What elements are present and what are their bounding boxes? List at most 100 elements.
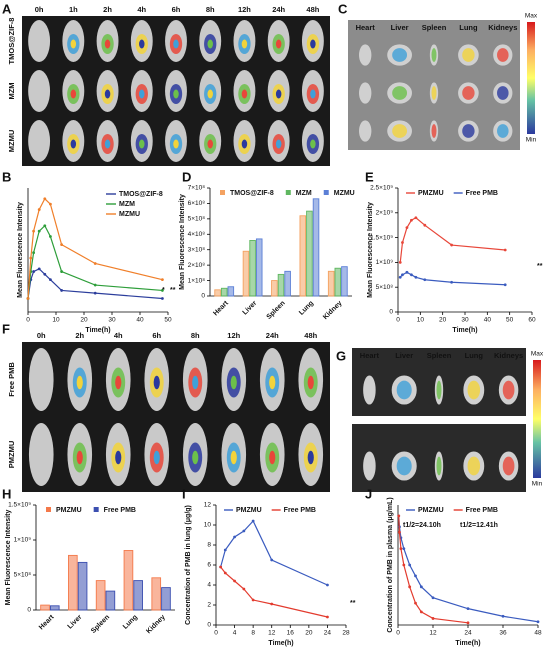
legend-swatch (220, 190, 225, 195)
organ-label: Heart (356, 23, 376, 32)
organ-signal (467, 380, 481, 400)
data-point (93, 262, 97, 265)
y-tick-label: 8 (207, 542, 211, 549)
bar (214, 289, 221, 297)
data-point (161, 289, 164, 292)
data-point (423, 278, 427, 282)
signal-core (310, 39, 316, 49)
data-point (466, 621, 470, 625)
data-point (43, 197, 47, 201)
y-tick-label: 5×10⁸ (376, 284, 394, 291)
x-tick-label: Lung (298, 300, 315, 317)
data-point (423, 223, 427, 227)
organ-signal (497, 124, 509, 138)
colorbar-max: Max (525, 13, 538, 20)
y-tick-label: 2.5×10⁹ (370, 185, 393, 192)
y-tick-label: 2×10⁸ (188, 262, 206, 269)
signal-core (310, 89, 316, 99)
y-axis-label: Mean Fluorescence Intensity (367, 202, 374, 298)
x-tick-label: 30 (108, 317, 116, 324)
x-tick-label: 50 (506, 317, 514, 324)
legend-swatch (323, 190, 329, 195)
x-tick-label: 10 (417, 317, 425, 324)
organ-signal (436, 456, 442, 476)
time-label: 12h (238, 5, 251, 14)
legend-label: MZMU (119, 211, 140, 218)
panel-letter: B (2, 169, 11, 184)
y-tick-label: 12 (204, 502, 212, 509)
data-point (410, 273, 413, 277)
data-point (49, 235, 52, 238)
signal-core (192, 375, 199, 390)
series-line (220, 566, 328, 618)
signal-core (275, 139, 282, 149)
signal-core (207, 139, 213, 149)
panel-letter: H (2, 486, 11, 501)
y-tick-label: 0 (207, 622, 211, 629)
signal-core (173, 89, 179, 99)
annotation: ** (350, 600, 356, 607)
legend-label: TMOS@ZIF-8 (119, 191, 163, 198)
data-point (270, 558, 274, 562)
signal-core (153, 450, 160, 465)
x-tick-label: 0 (214, 630, 218, 637)
time-label: 48h (306, 5, 319, 14)
data-point (161, 278, 164, 282)
data-point (37, 208, 41, 211)
legend-label: MZM (119, 201, 135, 208)
mouse (28, 120, 51, 162)
bar (312, 198, 320, 297)
signal-core (269, 375, 276, 390)
data-point (219, 565, 223, 569)
y-tick-label: 7×10⁸ (188, 185, 206, 192)
x-tick-label: 12 (268, 630, 276, 637)
data-point (233, 579, 236, 583)
y-tick-label: 1×10⁸ (188, 277, 206, 284)
x-tick-label: 24 (464, 630, 472, 637)
bar (327, 270, 335, 297)
organ-label: Spleen (422, 23, 447, 32)
x-tick-label: Spleen (266, 300, 287, 321)
x-tick-label: 60 (528, 317, 536, 324)
organ-signal (436, 380, 442, 400)
data-point (60, 243, 63, 247)
panel-letter: A (2, 1, 12, 16)
data-point (401, 241, 404, 244)
legend-label: PMZMU (418, 190, 444, 197)
signal-core (173, 139, 179, 149)
time-label: 4h (137, 5, 146, 14)
data-point (223, 571, 227, 575)
organ (359, 82, 372, 104)
time-label: 12h (227, 331, 240, 340)
x-tick-label: 0 (396, 630, 400, 637)
data-point (60, 289, 63, 292)
data-point (503, 248, 507, 252)
organ-label: Liver (391, 23, 409, 32)
signal-core (70, 139, 77, 149)
x-tick-label: 20 (80, 317, 88, 324)
y-tick-label: 4×10⁸ (188, 231, 206, 238)
x-tick-label: 4 (233, 630, 237, 637)
annotation: t1/2=12.41h (460, 522, 498, 529)
time-label: 24h (266, 331, 279, 340)
data-point (32, 251, 35, 255)
x-tick-label: 40 (484, 317, 492, 324)
signal-core (139, 139, 145, 149)
y-tick-label: 3×10⁸ (188, 246, 206, 253)
data-point (450, 280, 453, 284)
annotation: * (162, 287, 165, 294)
signal-core (241, 139, 248, 149)
organ-label: Heart (360, 351, 380, 360)
data-point (408, 585, 412, 589)
x-tick-label: 40 (136, 317, 144, 324)
panel-letter: D (182, 169, 191, 184)
bar (284, 270, 291, 297)
signal-core (307, 450, 314, 465)
time-label: 8h (191, 331, 200, 340)
series-line (399, 217, 506, 263)
time-label: 8h (206, 5, 215, 14)
data-point (402, 547, 406, 551)
signal-core (230, 375, 237, 390)
data-point (32, 270, 35, 273)
